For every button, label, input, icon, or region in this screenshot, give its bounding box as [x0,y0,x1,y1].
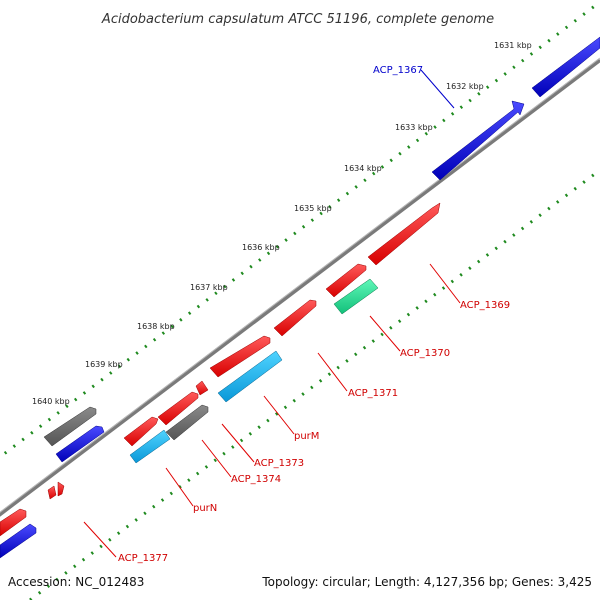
genome-summary-text: Topology: circular; Length: 4,127,356 bp… [261,575,592,589]
label-acp-1373[interactable]: ACP_1373 [254,458,304,469]
label-leaders [83,69,461,558]
kbp-labels: 1631 kbp 1632 kbp 1633 kbp 1634 kbp 1635… [32,41,532,406]
gene-blue-top-right[interactable] [531,36,600,98]
kbp-label: 1636 kbp [242,243,280,252]
accession-text: Accession: NC_012483 [8,575,144,589]
gene-purn-red[interactable] [123,416,159,447]
leader-acp-1370 [369,315,401,352]
gene-red-1370-upper[interactable] [325,263,367,298]
genome-backbone-highlight [0,57,600,513]
gene-labels: ACP_1367 ACP_1369 ACP_1370 ACP_1371 purM… [118,65,510,564]
leader-acp-1367 [420,69,455,109]
gene-acp-1370-green[interactable] [333,278,379,315]
label-acp-1377[interactable]: ACP_1377 [118,553,168,564]
gene-purm-red[interactable] [209,335,271,378]
kbp-label: 1631 kbp [494,41,532,50]
label-acp-1370[interactable]: ACP_1370 [400,348,450,359]
kbp-label: 1634 kbp [344,164,382,173]
label-acp-1369[interactable]: ACP_1369 [460,300,510,311]
gene-gray-1640[interactable] [43,406,97,447]
forward-strand-genes [0,36,600,559]
kbp-label: 1637 kbp [190,283,228,292]
leader-purn [165,467,194,507]
gene-blue-1640[interactable] [55,425,105,463]
kbp-label: 1635 kbp [294,204,332,213]
label-purn[interactable]: purN [193,503,217,514]
label-acp-1374[interactable]: ACP_1374 [231,474,281,485]
gene-acp-1367[interactable] [431,100,525,181]
gene-small-red-triangle-a[interactable] [47,485,57,500]
gene-red-bottom-left[interactable] [0,508,27,537]
gene-purn-cyan[interactable] [129,429,171,464]
inner-tick-ring [29,168,600,600]
label-purm[interactable]: purM [294,431,319,442]
outer-tick-ring [0,0,600,459]
leader-acp-1374 [201,439,232,478]
leader-purm [263,395,295,435]
reverse-strand-genes [129,278,379,464]
label-acp-1367[interactable]: ACP_1367 [373,65,423,76]
gene-acp-1369[interactable] [367,202,441,266]
gene-blue-bottom-left[interactable] [0,523,37,559]
gene-small-red-triangle-b[interactable] [57,481,65,497]
kbp-label: 1632 kbp [446,82,484,91]
gene-acp-1371[interactable] [273,299,317,337]
kbp-label: 1638 kbp [137,322,175,331]
gene-small-red-arrow[interactable] [195,380,209,396]
gene-acp-1374-gray[interactable] [165,404,209,441]
kbp-label: 1633 kbp [395,123,433,132]
leader-acp-1377 [83,521,117,558]
gene-acp-1373-red[interactable] [157,391,199,426]
leader-acp-1373 [221,423,255,463]
gene-purm-cyan[interactable] [217,350,283,403]
kbp-label: 1640 kbp [32,397,70,406]
leader-acp-1371 [317,352,348,392]
kbp-label: 1639 kbp [85,360,123,369]
label-acp-1371[interactable]: ACP_1371 [348,388,398,399]
genome-backbone [0,58,600,517]
leader-acp-1369 [429,263,461,304]
map-title: Acidobacterium capsulatum ATCC 51196, co… [101,12,494,27]
